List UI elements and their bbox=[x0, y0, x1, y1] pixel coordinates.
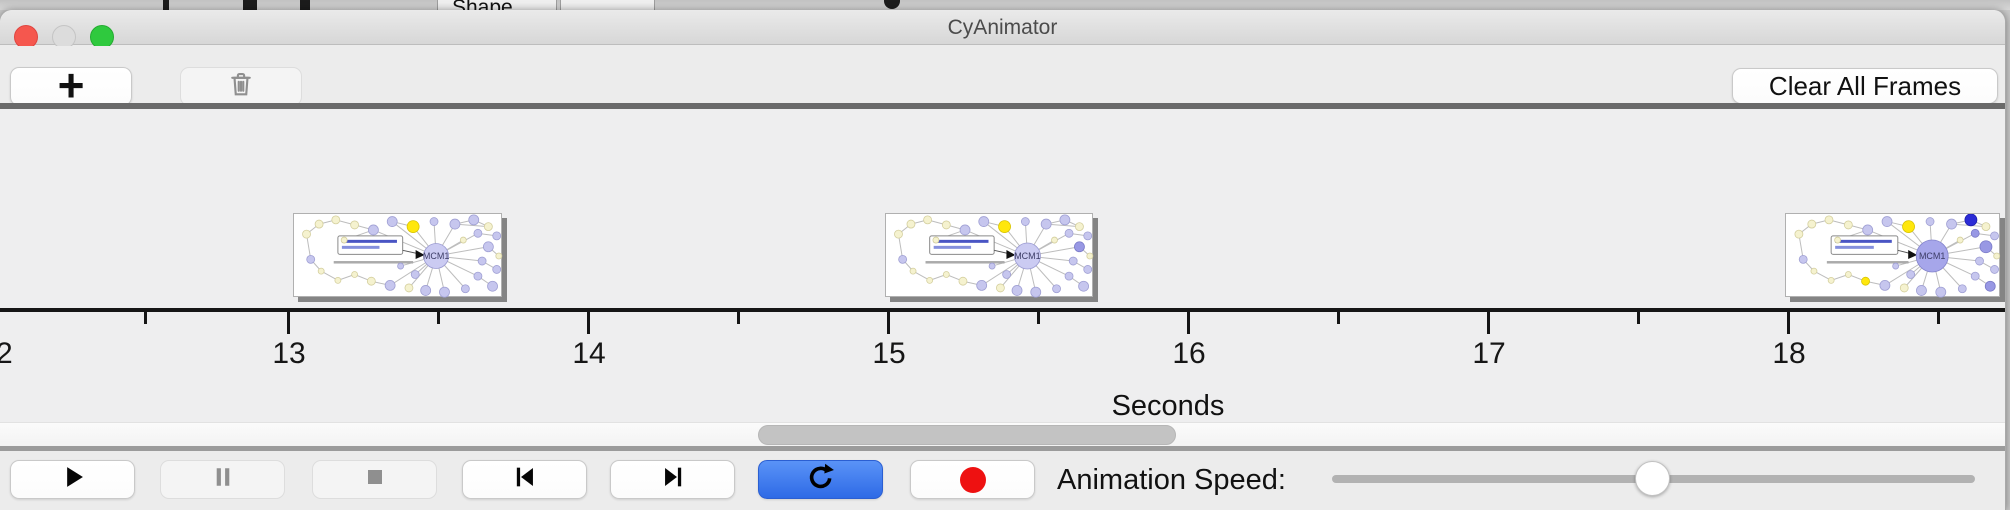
skip-to-start-icon bbox=[511, 463, 539, 496]
skip-to-end-icon bbox=[659, 463, 687, 496]
axis-tick bbox=[1337, 312, 1340, 324]
pause-icon bbox=[209, 463, 237, 496]
svg-text:MCM1: MCM1 bbox=[1919, 251, 1946, 261]
stop-button[interactable] bbox=[312, 460, 437, 499]
animation-speed-slider-thumb[interactable] bbox=[1635, 461, 1670, 496]
axis-tick bbox=[437, 312, 440, 324]
timeline-canvas[interactable]: Seconds 12 13 14 15 16 17 18 MCM1 MCM1 MCM1 bbox=[0, 109, 2005, 451]
background-app-strip: Shape bbox=[0, 0, 2010, 10]
axis-tick-label: 12 bbox=[0, 337, 13, 371]
background-glyph bbox=[243, 0, 257, 10]
skip-to-end-button[interactable] bbox=[610, 460, 735, 499]
animation-speed-label: Animation Speed: bbox=[1057, 464, 1286, 496]
plus-icon: + bbox=[57, 58, 85, 111]
keyframe-thumbnail[interactable]: MCM1 bbox=[885, 213, 1094, 298]
axis-tick bbox=[144, 312, 147, 324]
close-button[interactable] bbox=[14, 25, 38, 49]
clear-all-frames-button[interactable]: Clear All Frames bbox=[1732, 68, 1998, 104]
toolbar: + Clear All Frames bbox=[0, 46, 2005, 113]
axis-tick bbox=[1787, 312, 1790, 334]
axis-tick bbox=[1187, 312, 1190, 334]
axis-tick-label: 14 bbox=[572, 337, 606, 370]
trash-icon bbox=[226, 69, 256, 104]
background-glyph bbox=[163, 0, 169, 10]
background-glyph bbox=[884, 0, 900, 9]
axis-tick-label: 17 bbox=[1472, 337, 1506, 370]
time-axis-line bbox=[0, 308, 2005, 312]
record-icon bbox=[959, 466, 986, 493]
play-button[interactable] bbox=[10, 460, 135, 499]
clear-all-frames-label: Clear All Frames bbox=[1768, 70, 1962, 101]
svg-text:MCM1: MCM1 bbox=[1014, 251, 1040, 261]
toolbar-separator bbox=[0, 103, 2005, 109]
title-bar: CyAnimator bbox=[0, 10, 2005, 49]
cyanimator-window: CyAnimator + Clear All Frames Seconds bbox=[0, 10, 2006, 510]
background-panel bbox=[437, 0, 557, 10]
axis-unit-label: Seconds bbox=[1111, 390, 1225, 422]
axis-tick bbox=[1937, 312, 1940, 324]
loop-button[interactable] bbox=[758, 460, 883, 499]
keyframe-thumbnail[interactable]: MCM1 bbox=[293, 213, 503, 298]
axis-tick bbox=[1637, 312, 1640, 324]
window-title: CyAnimator bbox=[947, 16, 1058, 39]
record-button[interactable] bbox=[910, 460, 1035, 499]
axis-tick bbox=[1487, 312, 1490, 334]
axis-tick-label: 16 bbox=[1172, 337, 1206, 370]
axis-tick bbox=[287, 312, 290, 334]
add-frame-button[interactable]: + bbox=[10, 58, 132, 111]
axis-tick-label: 13 bbox=[272, 337, 306, 370]
axis-tick-label: 18 bbox=[1772, 337, 1806, 370]
skip-to-start-button[interactable] bbox=[462, 460, 587, 499]
keyframe-thumbnail[interactable]: MCM1 bbox=[1785, 213, 2001, 298]
axis-tick bbox=[887, 312, 890, 334]
playback-control-bar: Animation Speed: bbox=[0, 451, 2005, 510]
background-shape-label: Shape bbox=[452, 0, 513, 10]
axis-tick bbox=[1037, 312, 1040, 324]
axis-tick bbox=[587, 312, 590, 334]
play-icon bbox=[59, 463, 87, 496]
delete-frame-button[interactable] bbox=[180, 67, 302, 106]
background-glyph bbox=[300, 0, 310, 10]
minimize-button[interactable] bbox=[52, 25, 76, 49]
axis-tick-label: 15 bbox=[872, 337, 906, 370]
stop-icon bbox=[361, 463, 389, 496]
timeline-scrollbar-thumb[interactable] bbox=[758, 425, 1176, 445]
timeline-scrollbar-track[interactable] bbox=[0, 422, 2005, 446]
background-panel bbox=[560, 0, 655, 10]
pause-button[interactable] bbox=[160, 460, 285, 499]
svg-text:MCM1: MCM1 bbox=[423, 251, 450, 261]
loop-icon bbox=[805, 462, 836, 498]
axis-tick bbox=[737, 312, 740, 324]
